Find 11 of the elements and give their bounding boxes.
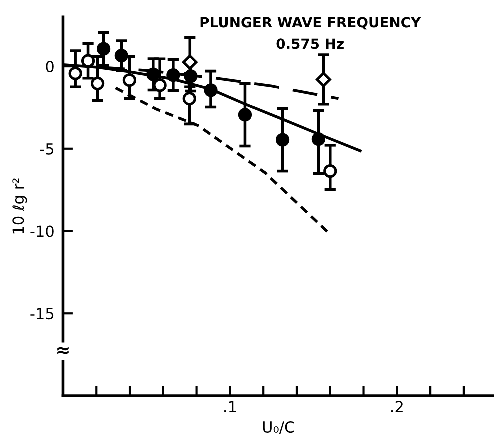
y-axis-title: 10 ℓg r² (12, 178, 28, 234)
x-tick-label: .1 (224, 401, 236, 412)
x-tick-label: .2 (392, 401, 403, 412)
annotation: ≈ (58, 347, 69, 354)
y-tick-label: -5 (40, 144, 54, 155)
y-tick-label: -10 (30, 226, 54, 238)
y-tick-label: -15 (30, 308, 54, 320)
y-tick-label: 0 (46, 61, 54, 73)
chart-title: PLUNGER WAVE FREQUENCY (200, 17, 422, 30)
x-axis-title: U₀/C (263, 421, 294, 434)
text: 0.575 Hz (276, 38, 344, 50)
